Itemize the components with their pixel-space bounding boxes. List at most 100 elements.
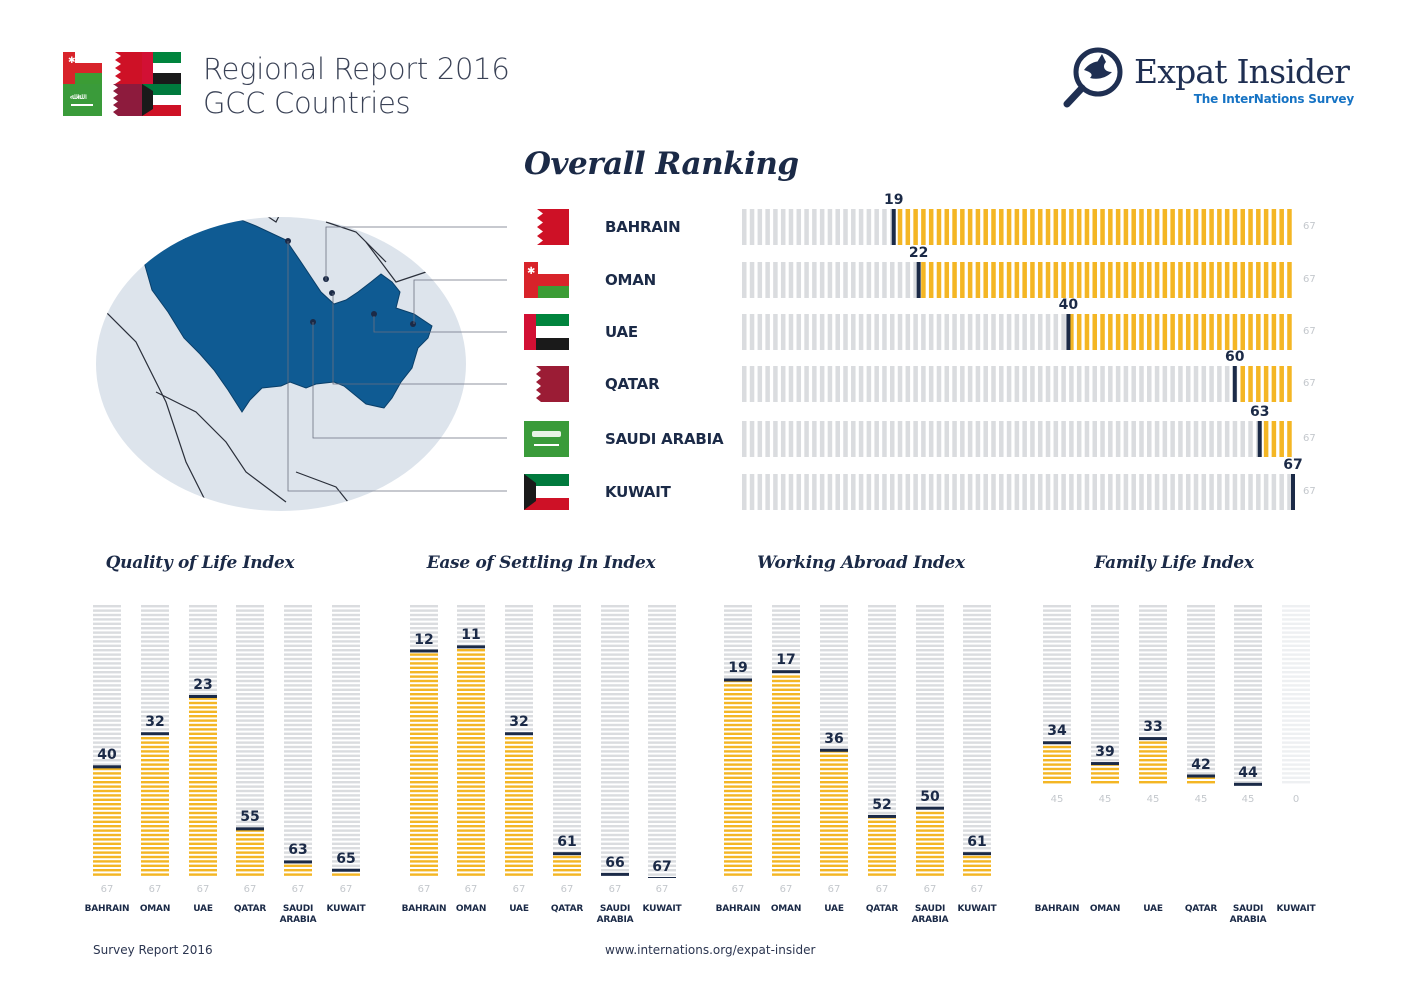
uae-dot	[371, 311, 377, 317]
index-bar-value: 36	[824, 730, 844, 747]
map-border-line	[135, 217, 187, 244]
overall-rank-marker	[1257, 421, 1262, 457]
logo-name: Expat Insider	[1134, 52, 1350, 91]
index-bar	[1187, 605, 1215, 784]
saudi-arabia-flag-icon: ﷲ ﷲ	[63, 84, 102, 116]
footer-url[interactable]: www.internations.org/expat-insider	[605, 943, 816, 957]
index-bar	[553, 605, 581, 876]
overall-rank-bar	[742, 262, 1292, 298]
index-bar-max: 67	[100, 884, 114, 895]
index-bar-max: 0	[1292, 794, 1300, 805]
index-bar-marker	[601, 872, 629, 876]
index-bar	[1043, 605, 1071, 784]
index-bar-value: 50	[920, 788, 940, 805]
index-bar-value: 52	[872, 796, 892, 813]
overall-country-label: KUWAIT	[605, 483, 671, 501]
index-category-label: BAHRAIN	[84, 904, 130, 914]
index-bar-value: 63	[288, 842, 308, 859]
index-bar-max: 67	[196, 884, 210, 895]
overall-rank-marker	[1232, 366, 1237, 402]
index-category-label: KUWAIT	[957, 904, 997, 914]
index-category-label: QATAR	[865, 904, 899, 914]
overall-rank-marker	[891, 209, 896, 245]
index-bar	[820, 605, 848, 876]
overall-country-label: QATAR	[605, 375, 660, 393]
overall-rank-max: 67	[1303, 326, 1316, 337]
index-category-label: SAUDI ARABIA	[279, 904, 317, 925]
index-category-label: UAE	[824, 904, 844, 914]
index-bar-value: 12	[414, 631, 434, 648]
expat-insider-logo: Expat Insider The InterNations Survey	[1062, 46, 1362, 110]
index-category-label: KUWAIT	[1276, 904, 1316, 914]
overall-rank-bar	[742, 314, 1292, 350]
index-bar	[1282, 605, 1310, 784]
svg-text:ﷲ ﷲ: ﷲ ﷲ	[70, 92, 87, 101]
svg-text:✱: ✱	[527, 266, 535, 277]
index-bar-marker	[553, 852, 581, 856]
index-bar-marker	[284, 860, 312, 864]
index-bar	[505, 605, 533, 876]
overall-rank-bar	[742, 474, 1295, 510]
map-border-line	[155, 391, 287, 503]
index-bar	[772, 605, 800, 876]
uae-flag-icon	[524, 314, 569, 350]
index-bar-marker	[457, 645, 485, 649]
magnifier-bird-icon	[1063, 47, 1123, 108]
index-bar	[141, 605, 169, 876]
index-category-label: OMAN	[455, 904, 487, 914]
index-bar	[868, 605, 896, 876]
index-bar	[236, 605, 264, 876]
index-bar-max: 45	[1050, 794, 1064, 805]
overall-rank-max: 67	[1303, 433, 1316, 444]
index-bar-marker	[236, 827, 264, 831]
index-bar	[1234, 605, 1262, 786]
overall-rank-bar	[742, 209, 1292, 245]
index-category-label: SAUDI ARABIA	[596, 904, 634, 925]
index-bar-max: 67	[339, 884, 353, 895]
index-category-label: BAHRAIN	[715, 904, 761, 914]
index-category-label: SAUDI ARABIA	[911, 904, 949, 925]
index-bar-marker	[820, 748, 848, 752]
index-bar-marker	[916, 806, 944, 810]
qatar-flag-icon	[524, 366, 569, 402]
overall-rank-marker	[916, 262, 921, 298]
bahrain-flag-icon	[524, 209, 569, 245]
index-bar-marker	[963, 852, 991, 856]
gcc-map	[96, 217, 466, 511]
index-chart-title: Family Life Index	[1094, 553, 1254, 573]
index-bar	[284, 605, 312, 876]
overall-rank-value: 19	[883, 192, 904, 208]
index-bar-value: 55	[240, 809, 260, 826]
overall-rank-max: 67	[1303, 378, 1316, 389]
index-bar-value: 11	[461, 627, 481, 644]
index-bar-marker	[1091, 762, 1119, 766]
footer-report-label: Survey Report 2016	[93, 943, 213, 957]
kuwait-flag-icon	[142, 84, 181, 116]
index-bar	[916, 605, 944, 876]
index-bar	[457, 605, 485, 876]
saudi-arabia-flag-icon	[524, 421, 569, 457]
index-bar-max: 67	[560, 884, 574, 895]
index-category-label: QATAR	[550, 904, 584, 914]
overall-rank-value: 40	[1058, 297, 1079, 313]
oman-dot	[410, 321, 416, 327]
index-bar-value: 34	[1047, 723, 1067, 740]
qatar-flag-icon	[102, 84, 142, 116]
index-bar	[410, 605, 438, 876]
index-bar	[189, 605, 217, 876]
index-bar-marker	[724, 678, 752, 682]
index-bar-max: 67	[731, 884, 745, 895]
index-chart-title: Ease of Settling In Index	[426, 553, 656, 573]
kuwait-flag-icon	[524, 474, 569, 510]
index-bar-max: 67	[875, 884, 889, 895]
index-bar-max: 67	[291, 884, 305, 895]
svg-text:✱: ✱	[68, 56, 76, 66]
oman-flag-icon: ✱	[63, 52, 102, 84]
index-bar-value: 40	[97, 747, 117, 764]
logo-subtitle: The InterNations Survey	[1193, 92, 1354, 106]
gcc-flags-collage: ✱ ﷲ ﷲ	[63, 52, 181, 116]
index-bar-value: 32	[509, 714, 529, 731]
index-bar-value: 33	[1143, 719, 1163, 736]
overall-rank-marker	[1291, 474, 1295, 510]
map-border-line	[245, 217, 287, 223]
